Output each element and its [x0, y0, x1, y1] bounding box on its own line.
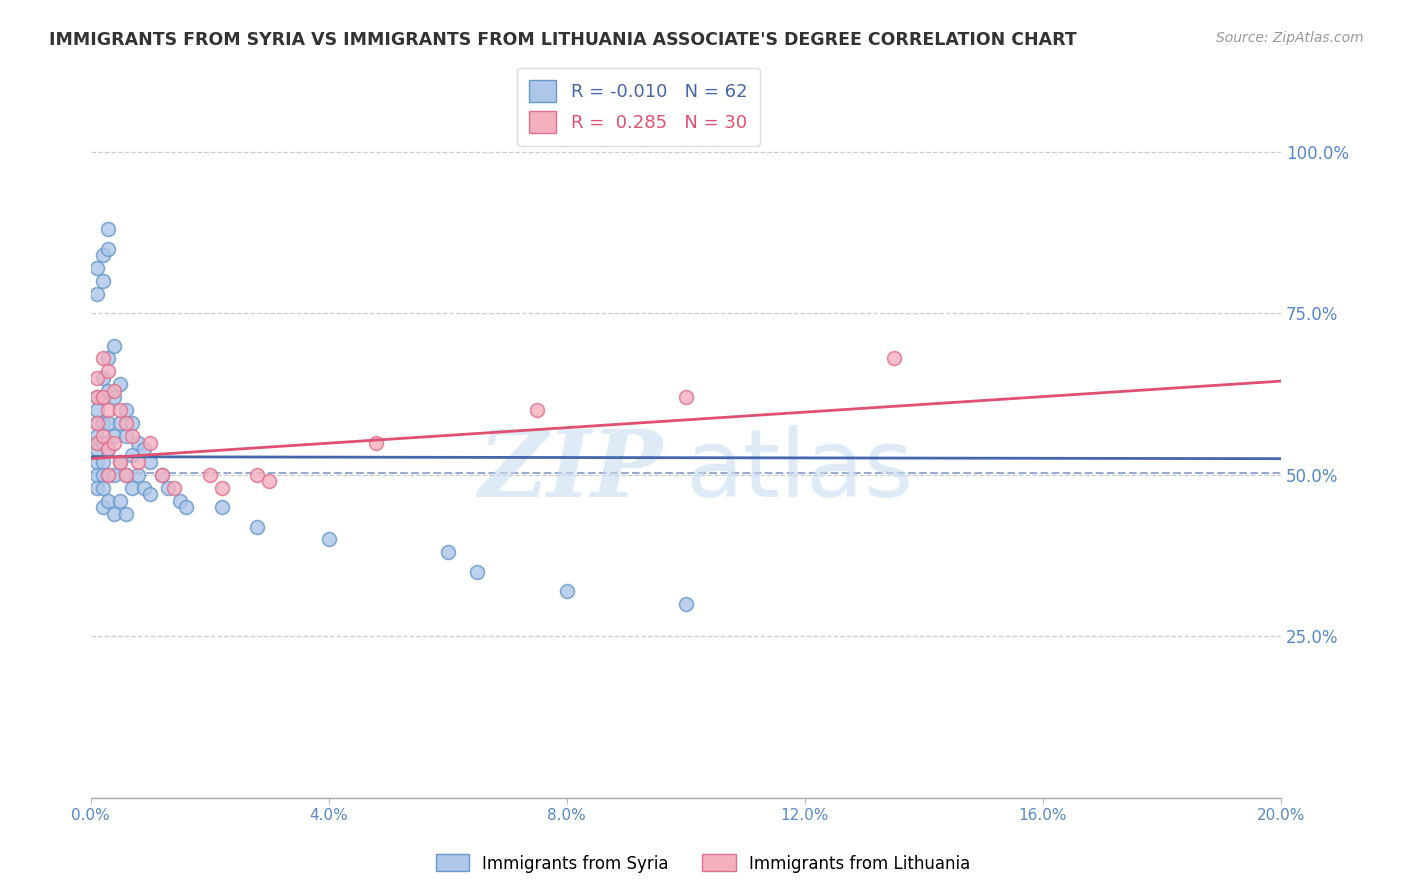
Point	[110, 377, 132, 392]
Point	[115, 403, 138, 417]
Point	[91, 435, 114, 450]
Point	[103, 390, 125, 404]
Point	[97, 384, 120, 398]
Point	[86, 390, 108, 404]
Point	[91, 351, 114, 366]
Point	[103, 467, 125, 482]
Point	[110, 493, 132, 508]
Text: ZIP: ZIP	[478, 426, 662, 516]
Point	[86, 429, 108, 443]
Point	[91, 390, 114, 404]
Point	[97, 222, 120, 236]
Point	[103, 507, 125, 521]
Point	[97, 364, 120, 378]
Point	[86, 467, 108, 482]
Point	[121, 429, 143, 443]
Point	[86, 455, 108, 469]
Point	[103, 435, 125, 450]
Point	[86, 371, 108, 385]
Point	[91, 274, 114, 288]
Legend: Immigrants from Syria, Immigrants from Lithuania: Immigrants from Syria, Immigrants from L…	[429, 847, 977, 880]
Point	[169, 493, 191, 508]
Point	[675, 390, 697, 404]
Point	[86, 435, 108, 450]
Point	[91, 455, 114, 469]
Point	[91, 416, 114, 430]
Point	[97, 493, 120, 508]
Point	[97, 467, 120, 482]
Point	[86, 260, 108, 275]
Point	[91, 500, 114, 515]
Point	[110, 455, 132, 469]
Point	[86, 416, 108, 430]
Point	[110, 403, 132, 417]
Point	[174, 500, 197, 515]
Point	[675, 597, 697, 611]
Point	[86, 442, 108, 456]
Point	[467, 565, 489, 579]
Point	[86, 481, 108, 495]
Point	[121, 416, 143, 430]
Point	[91, 371, 114, 385]
Point	[110, 416, 132, 430]
Point	[156, 481, 179, 495]
Point	[127, 467, 149, 482]
Point	[97, 442, 120, 456]
Legend: R = -0.010   N = 62, R =  0.285   N = 30: R = -0.010 N = 62, R = 0.285 N = 30	[516, 68, 759, 146]
Point	[91, 248, 114, 262]
Point	[246, 519, 269, 533]
Point	[97, 403, 120, 417]
Point	[91, 467, 114, 482]
Point	[97, 242, 120, 256]
Point	[139, 487, 162, 501]
Point	[163, 481, 186, 495]
Point	[121, 481, 143, 495]
Point	[86, 403, 108, 417]
Point	[91, 390, 114, 404]
Point	[134, 481, 156, 495]
Point	[97, 442, 120, 456]
Point	[883, 351, 905, 366]
Point	[86, 286, 108, 301]
Point	[150, 467, 173, 482]
Point	[115, 416, 138, 430]
Point	[198, 467, 221, 482]
Point	[91, 481, 114, 495]
Point	[97, 467, 120, 482]
Point	[115, 467, 138, 482]
Text: IMMIGRANTS FROM SYRIA VS IMMIGRANTS FROM LITHUANIA ASSOCIATE'S DEGREE CORRELATIO: IMMIGRANTS FROM SYRIA VS IMMIGRANTS FROM…	[49, 31, 1077, 49]
Point	[211, 481, 233, 495]
Point	[150, 467, 173, 482]
Point	[211, 500, 233, 515]
Point	[121, 449, 143, 463]
Point	[139, 455, 162, 469]
Point	[97, 351, 120, 366]
Point	[103, 429, 125, 443]
Point	[257, 475, 280, 489]
Point	[127, 435, 149, 450]
Text: atlas: atlas	[686, 425, 914, 517]
Point	[318, 533, 340, 547]
Point	[86, 416, 108, 430]
Text: Source: ZipAtlas.com: Source: ZipAtlas.com	[1216, 31, 1364, 45]
Point	[526, 403, 548, 417]
Point	[127, 455, 149, 469]
Point	[103, 384, 125, 398]
Point	[139, 435, 162, 450]
Point	[115, 507, 138, 521]
Point	[134, 442, 156, 456]
Point	[366, 435, 388, 450]
Point	[97, 416, 120, 430]
Point	[86, 390, 108, 404]
Point	[110, 455, 132, 469]
Point	[246, 467, 269, 482]
Point	[436, 545, 458, 559]
Point	[115, 467, 138, 482]
Point	[103, 338, 125, 352]
Point	[555, 584, 578, 599]
Point	[91, 429, 114, 443]
Point	[115, 429, 138, 443]
